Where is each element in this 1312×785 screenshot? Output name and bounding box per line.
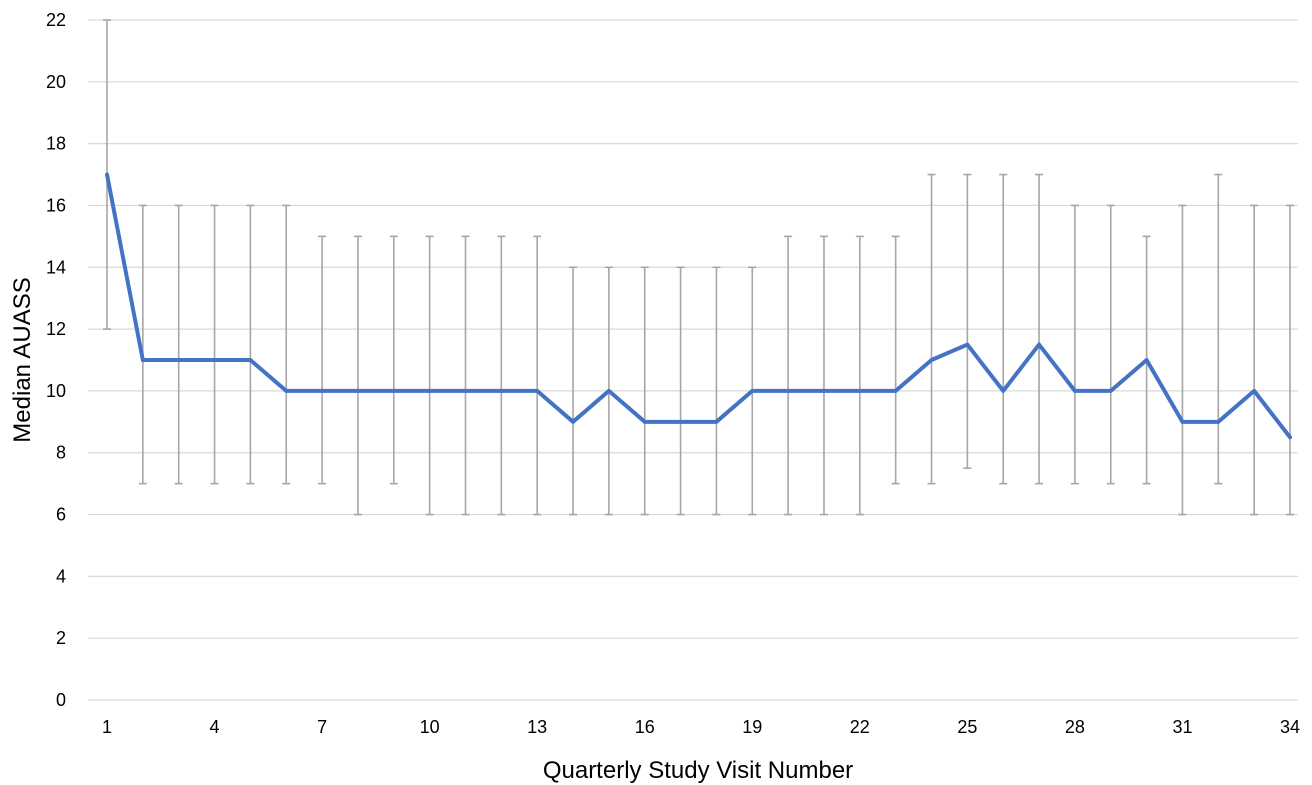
x-tick-label-19: 19 bbox=[742, 717, 762, 737]
x-axis-title: Quarterly Study Visit Number bbox=[543, 757, 853, 784]
error-bar-visit-33 bbox=[1250, 204, 1259, 516]
error-bar-visit-32 bbox=[1214, 173, 1223, 485]
error-bar-visit-10 bbox=[425, 235, 434, 516]
gridlines bbox=[88, 19, 1298, 701]
x-tick-label-22: 22 bbox=[850, 717, 870, 737]
y-tick-label-14: 14 bbox=[46, 257, 66, 277]
data-point-visit-9 bbox=[391, 389, 396, 393]
data-point-visit-3 bbox=[176, 358, 181, 362]
x-tick-label-7: 7 bbox=[317, 717, 327, 737]
error-bar-visit-17 bbox=[676, 266, 685, 516]
data-point-visit-30 bbox=[1144, 358, 1149, 362]
data-point-visit-31 bbox=[1180, 420, 1185, 424]
error-bar-visit-9 bbox=[389, 235, 398, 485]
data-point-visit-33 bbox=[1252, 389, 1256, 393]
error-bar-visit-24 bbox=[927, 173, 936, 485]
y-tick-label-6: 6 bbox=[56, 505, 66, 525]
error-bar-visit-16 bbox=[640, 266, 649, 516]
error-bar-visit-28 bbox=[1070, 204, 1079, 485]
x-tick-label-10: 10 bbox=[420, 717, 440, 737]
x-tick-label-31: 31 bbox=[1172, 717, 1192, 737]
data-point-visit-8 bbox=[356, 389, 360, 393]
data-point-visit-7 bbox=[320, 389, 324, 393]
data-point-visit-1 bbox=[105, 172, 109, 177]
data-point-visit-11 bbox=[463, 389, 468, 393]
data-point-visit-2 bbox=[141, 358, 145, 362]
y-tick-label-22: 22 bbox=[46, 10, 66, 30]
y-tick-label-16: 16 bbox=[46, 195, 66, 215]
data-point-visit-27 bbox=[1037, 342, 1041, 347]
data-point-visit-14 bbox=[571, 420, 575, 424]
error-bar-visit-7 bbox=[318, 235, 327, 485]
error-bar-visit-20 bbox=[784, 235, 793, 516]
error-bar-visit-13 bbox=[533, 235, 542, 516]
error-bar-visit-12 bbox=[497, 235, 506, 516]
data-point-visit-10 bbox=[427, 389, 432, 393]
data-line-layer bbox=[105, 172, 1292, 440]
data-point-visit-20 bbox=[786, 389, 790, 393]
error-bar-visit-11 bbox=[461, 235, 470, 516]
x-tick-label-28: 28 bbox=[1065, 717, 1085, 737]
data-point-visit-15 bbox=[607, 389, 611, 393]
data-point-visit-16 bbox=[642, 420, 647, 424]
data-point-visit-23 bbox=[893, 389, 898, 393]
x-axis-ticks: 1 4 7 10 13 16 19 22 25 28 31 34 bbox=[102, 717, 1300, 737]
data-point-visit-21 bbox=[822, 389, 826, 393]
data-point-visit-26 bbox=[1001, 389, 1006, 393]
error-bar-visit-3 bbox=[174, 204, 183, 485]
data-point-visit-29 bbox=[1108, 389, 1113, 393]
y-tick-label-2: 2 bbox=[56, 628, 66, 648]
error-bar-visit-29 bbox=[1106, 204, 1115, 485]
error-bar-visit-5 bbox=[246, 204, 255, 485]
error-bar-visit-26 bbox=[999, 173, 1008, 485]
error-bar-visit-27 bbox=[1035, 173, 1044, 485]
data-point-visit-28 bbox=[1073, 389, 1077, 393]
y-tick-label-0: 0 bbox=[56, 690, 66, 710]
x-tick-label-34: 34 bbox=[1280, 717, 1300, 737]
data-point-visit-5 bbox=[248, 358, 253, 362]
error-bar-visit-8 bbox=[353, 235, 362, 516]
error-bar-visit-2 bbox=[138, 204, 147, 485]
data-point-visit-32 bbox=[1216, 420, 1221, 424]
x-tick-label-25: 25 bbox=[957, 717, 977, 737]
y-tick-label-18: 18 bbox=[46, 134, 66, 154]
x-tick-label-13: 13 bbox=[527, 717, 547, 737]
x-tick-label-1: 1 bbox=[102, 717, 112, 737]
data-point-visit-4 bbox=[212, 358, 217, 362]
y-tick-label-4: 4 bbox=[56, 566, 66, 586]
error-bar-visit-18 bbox=[712, 266, 721, 516]
y-tick-label-12: 12 bbox=[46, 319, 66, 339]
error-bar-visit-6 bbox=[282, 204, 291, 485]
data-point-visit-18 bbox=[714, 420, 719, 424]
error-bar-visit-34 bbox=[1286, 204, 1294, 516]
data-point-visit-19 bbox=[750, 389, 755, 393]
y-tick-label-20: 20 bbox=[46, 72, 66, 92]
data-point-visit-22 bbox=[858, 389, 862, 393]
y-tick-label-8: 8 bbox=[56, 443, 66, 463]
data-point-visit-24 bbox=[929, 358, 934, 362]
data-point-visit-13 bbox=[535, 389, 539, 393]
data-point-visit-12 bbox=[499, 389, 504, 393]
error-bar-visit-25 bbox=[963, 173, 972, 469]
error-bar-visit-23 bbox=[891, 235, 900, 485]
y-axis-title: Median AUASS bbox=[9, 277, 36, 442]
error-bar-visit-4 bbox=[210, 204, 219, 485]
median-auass-line bbox=[105, 172, 1292, 440]
y-tick-label-10: 10 bbox=[46, 381, 66, 401]
data-point-visit-17 bbox=[678, 420, 683, 424]
data-point-visit-34 bbox=[1288, 435, 1292, 440]
error-bar-visit-31 bbox=[1178, 204, 1187, 516]
y-axis-ticks: 0 2 4 6 8 10 12 14 16 18 20 22 bbox=[46, 10, 66, 710]
x-tick-label-16: 16 bbox=[635, 717, 655, 737]
data-point-visit-25 bbox=[965, 342, 970, 347]
error-bar-visit-22 bbox=[855, 235, 864, 516]
error-bar-visit-21 bbox=[819, 235, 828, 516]
error-bar-visit-14 bbox=[569, 266, 578, 516]
data-point-visit-6 bbox=[284, 389, 289, 393]
x-tick-label-4: 4 bbox=[210, 717, 220, 737]
